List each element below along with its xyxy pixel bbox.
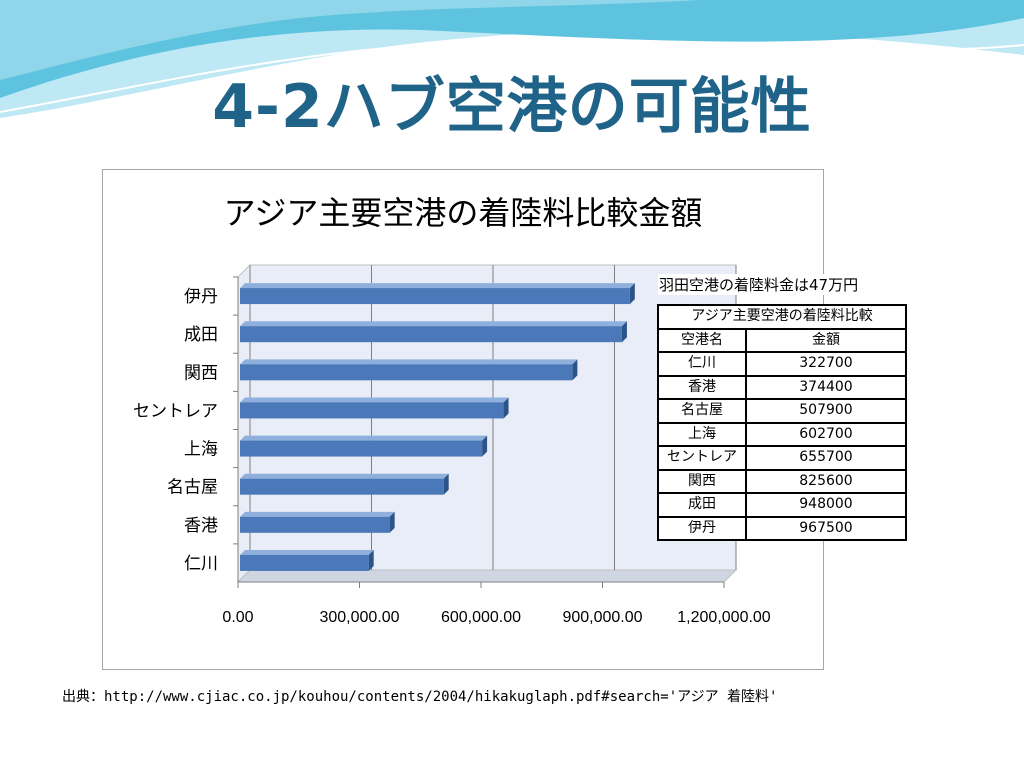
bar bbox=[240, 440, 483, 457]
category-label: 香港 bbox=[184, 516, 218, 536]
table-row: 関西 825600 bbox=[657, 468, 907, 494]
table-row: セントレア 655700 bbox=[657, 445, 907, 471]
table-row: 名古屋 507900 bbox=[657, 398, 907, 424]
amount-cell: 948000 bbox=[745, 492, 907, 518]
table-row: 上海 602700 bbox=[657, 421, 907, 447]
table-row: 香港 374400 bbox=[657, 374, 907, 400]
bar bbox=[240, 288, 630, 305]
bar-end-face bbox=[629, 283, 635, 305]
amount-cell: 322700 bbox=[745, 351, 907, 377]
wave-line bbox=[0, 39, 1024, 113]
category-label: 仁川 bbox=[184, 554, 218, 574]
airport-name-cell: 仁川 bbox=[657, 351, 747, 377]
x-tick-label: 0.00 bbox=[222, 609, 253, 626]
source-citation: 出典：http://www.cjiac.co.jp/kouhou/content… bbox=[62, 689, 778, 705]
bar bbox=[240, 478, 444, 495]
category-label: 名古屋 bbox=[167, 478, 218, 498]
table-header-row: 空港名 金額 bbox=[657, 327, 907, 353]
amount-cell: 507900 bbox=[745, 398, 907, 424]
bar-top-face bbox=[240, 283, 635, 289]
bar-end-face bbox=[482, 435, 488, 457]
bar-end-face bbox=[368, 549, 374, 571]
bar-top-face bbox=[240, 359, 578, 365]
category-label: 上海 bbox=[184, 440, 218, 460]
table-row: 仁川 322700 bbox=[657, 351, 907, 377]
bar-end-face bbox=[572, 359, 578, 381]
airport-name-cell: 関西 bbox=[657, 468, 747, 494]
airport-name-cell: 成田 bbox=[657, 492, 747, 518]
header-wave-decoration bbox=[0, 0, 1024, 118]
bar-top-face bbox=[240, 549, 374, 555]
table-row: 成田 948000 bbox=[657, 492, 907, 518]
category-label: 関西 bbox=[184, 363, 218, 383]
bar-end-face bbox=[443, 473, 449, 495]
bar-end-face bbox=[389, 511, 395, 533]
category-label: 成田 bbox=[184, 325, 218, 345]
comparison-table: アジア主要空港の着陸料比較 空港名 金額 仁川 322700 香港 374400 名古屋… bbox=[657, 304, 907, 541]
table-title-row: アジア主要空港の着陸料比較 bbox=[657, 304, 907, 330]
haneda-fee-note: 羽田空港の着陸料金は47万円 bbox=[658, 274, 860, 295]
bar bbox=[240, 516, 390, 533]
bar-chart: アジア主要空港の着陸料比較金額 0.00 300,000.00 600,000.00 9… bbox=[133, 194, 771, 626]
bar-top-face bbox=[240, 397, 509, 403]
category-label: セントレア bbox=[133, 401, 218, 421]
category-label: 伊丹 bbox=[184, 287, 218, 307]
amount-cell: 374400 bbox=[745, 374, 907, 400]
amount-cell: 967500 bbox=[745, 515, 907, 541]
wave-dark-band bbox=[0, 0, 1024, 98]
airport-name-cell: セントレア bbox=[657, 445, 747, 471]
x-tick-label: 900,000.00 bbox=[562, 609, 642, 626]
airport-name-cell: 名古屋 bbox=[657, 398, 747, 424]
bar-end-face bbox=[503, 397, 509, 419]
airport-name-cell: 上海 bbox=[657, 421, 747, 447]
airport-name-cell: 伊丹 bbox=[657, 515, 747, 541]
bar bbox=[240, 326, 622, 343]
x-tick-label: 600,000.00 bbox=[441, 609, 521, 626]
bar bbox=[240, 364, 573, 381]
wave-highlight bbox=[0, 0, 700, 80]
airport-name-cell: 香港 bbox=[657, 374, 747, 400]
table-row: 伊丹 967500 bbox=[657, 515, 907, 541]
bar-top-face bbox=[240, 435, 488, 441]
bar bbox=[240, 554, 369, 571]
amount-cell: 655700 bbox=[745, 445, 907, 471]
plot-floor bbox=[236, 569, 738, 583]
slide-title: 4-2ハブ空港の可能性 bbox=[212, 72, 812, 142]
x-tick-label: 1,200,000.00 bbox=[677, 609, 771, 626]
chart-title: アジア主要空港の着陸料比較金額 bbox=[224, 194, 703, 232]
bar-top-face bbox=[240, 473, 449, 479]
column-header-amount: 金額 bbox=[745, 327, 907, 353]
bar-end-face bbox=[621, 321, 627, 343]
bar bbox=[240, 402, 504, 419]
bar-top-face bbox=[240, 511, 395, 517]
bar-top-face bbox=[240, 321, 627, 327]
column-header-airport: 空港名 bbox=[657, 327, 747, 353]
table-title: アジア主要空港の着陸料比較 bbox=[657, 304, 907, 330]
amount-cell: 602700 bbox=[745, 421, 907, 447]
x-tick-label: 300,000.00 bbox=[319, 609, 399, 626]
amount-cell: 825600 bbox=[745, 468, 907, 494]
